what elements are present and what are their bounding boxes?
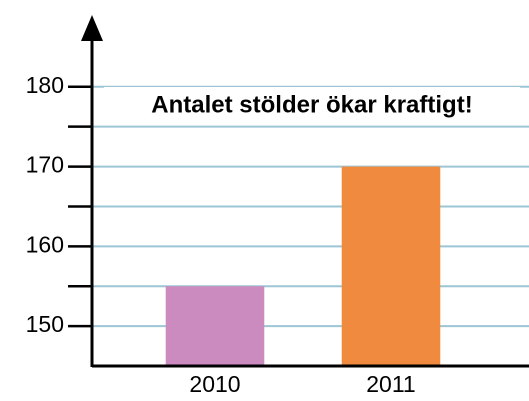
y-tick-label: 180 [26, 72, 64, 98]
title-background [104, 87, 520, 123]
y-axis-arrow [81, 15, 103, 41]
y-tick-label: 170 [26, 152, 64, 178]
chart-title: Antalet stölder ökar kraftigt! [151, 91, 472, 118]
y-tick-label: 150 [26, 311, 64, 337]
x-tick-label: 2010 [189, 371, 240, 397]
y-tick-label: 160 [26, 231, 64, 257]
bar [341, 166, 441, 366]
x-tick-label: 2011 [366, 371, 415, 397]
bar [165, 286, 265, 366]
